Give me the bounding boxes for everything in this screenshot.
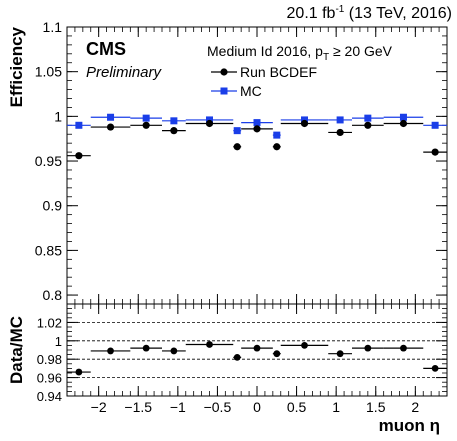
x-tick-label: 1 bbox=[332, 399, 340, 415]
data-point bbox=[273, 143, 281, 151]
data-point bbox=[233, 143, 241, 151]
x-tick-label: −1 bbox=[170, 399, 186, 415]
x-tick-label: −0.5 bbox=[204, 399, 232, 415]
y-tick-label: 0.8 bbox=[43, 287, 63, 303]
data-point bbox=[75, 152, 83, 160]
ratio-axis-label: Data/MC bbox=[7, 316, 26, 384]
ratio-point bbox=[273, 350, 281, 358]
mc-point bbox=[364, 114, 372, 122]
ratio-point bbox=[301, 342, 308, 349]
y-tick-label: 1 bbox=[54, 108, 62, 124]
y-tick-label: 1.1 bbox=[43, 19, 63, 35]
selection-label: Medium Id 2016, pT ≥ 20 GeV bbox=[207, 43, 393, 63]
x-axis-label: muon η bbox=[379, 416, 440, 435]
ratio-axes: 0.94 0.96 0.98 1 1.02 −2 −1.5 −1 −0.5 0 0.5 1 1.5 2 bbox=[37, 303, 448, 415]
legend: Run BCDEF MC bbox=[211, 64, 317, 99]
data-point bbox=[399, 119, 408, 128]
ratio-y-tick-label: 0.94 bbox=[37, 389, 62, 404]
efficiency-series bbox=[67, 113, 447, 160]
mc-point bbox=[273, 131, 281, 139]
ratio-point bbox=[431, 365, 439, 372]
data-point bbox=[253, 125, 261, 133]
x-tick-label: 1.5 bbox=[366, 399, 386, 415]
preliminary-label: Preliminary bbox=[86, 64, 163, 81]
y-tick-label: 0.85 bbox=[35, 242, 62, 258]
mc-point bbox=[431, 121, 439, 129]
x-tick-label: 0 bbox=[253, 399, 261, 415]
mc-point bbox=[233, 127, 241, 135]
mc-point bbox=[107, 113, 115, 121]
ratio-y-tick-label: 1 bbox=[55, 334, 62, 349]
ratio-point bbox=[107, 347, 114, 355]
legend-marker-mc bbox=[220, 87, 228, 95]
mc-point bbox=[336, 116, 344, 124]
ratio-point bbox=[233, 353, 241, 361]
ratio-y-tick-label: 0.98 bbox=[37, 352, 62, 367]
x-tick-label: −2 bbox=[91, 399, 107, 415]
data-point bbox=[431, 148, 439, 156]
ratio-y-tick-label: 1.02 bbox=[37, 315, 62, 330]
ratio-point bbox=[364, 344, 372, 352]
y-tick-label: 0.9 bbox=[43, 198, 63, 214]
ratio-point bbox=[75, 368, 83, 376]
mc-point bbox=[253, 119, 261, 127]
ratio-point bbox=[206, 341, 213, 348]
mc-point bbox=[142, 114, 150, 122]
ratio-point bbox=[336, 350, 344, 358]
y-tick-label: 1.05 bbox=[35, 64, 62, 80]
ratio-point bbox=[142, 344, 150, 352]
legend-label: MC bbox=[240, 83, 262, 99]
data-point bbox=[170, 127, 178, 135]
ratio-point bbox=[253, 344, 261, 352]
mc-point bbox=[170, 117, 178, 125]
legend-label: Run BCDEF bbox=[240, 64, 317, 80]
y-axis-label: Efficiency bbox=[7, 26, 26, 107]
cms-label: CMS bbox=[86, 39, 126, 59]
ratio-series bbox=[67, 341, 447, 376]
ratio-point bbox=[170, 347, 178, 355]
mc-point bbox=[75, 121, 83, 129]
data-point bbox=[364, 121, 372, 129]
x-tick-label: 0.5 bbox=[287, 399, 307, 415]
x-tick-label: −1.5 bbox=[124, 399, 152, 415]
luminosity-label: 20.1 fb-1 (13 TeV, 2016) bbox=[287, 4, 452, 22]
data-point bbox=[106, 123, 115, 131]
data-point bbox=[142, 121, 150, 129]
ratio-y-tick-label: 0.96 bbox=[37, 371, 62, 386]
data-point bbox=[336, 128, 344, 137]
data-point bbox=[300, 119, 309, 128]
efficiency-axes: 0.8 0.85 0.9 0.95 1 1.05 1.1 bbox=[35, 19, 448, 305]
mc-point bbox=[399, 113, 407, 121]
x-tick-label: 2 bbox=[411, 399, 419, 415]
y-tick-label: 0.95 bbox=[35, 153, 62, 169]
legend-marker-data bbox=[220, 68, 228, 76]
ratio-point bbox=[400, 344, 407, 352]
data-point bbox=[205, 119, 214, 128]
